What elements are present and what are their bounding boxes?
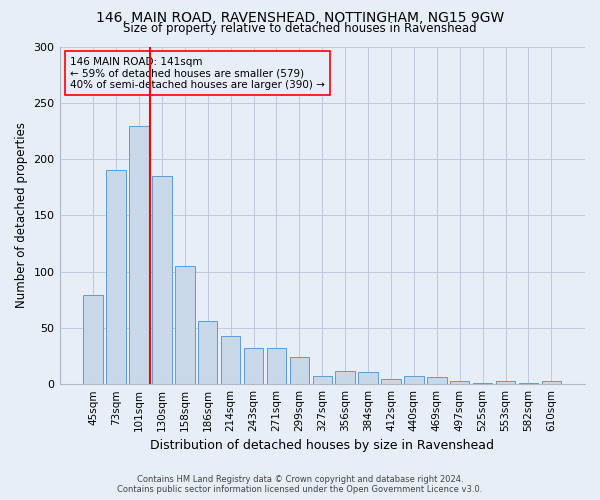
Text: 146, MAIN ROAD, RAVENSHEAD, NOTTINGHAM, NG15 9GW: 146, MAIN ROAD, RAVENSHEAD, NOTTINGHAM, … — [96, 11, 504, 25]
Text: Contains HM Land Registry data © Crown copyright and database right 2024.
Contai: Contains HM Land Registry data © Crown c… — [118, 474, 482, 494]
Bar — [313, 376, 332, 384]
Bar — [427, 378, 446, 384]
Bar — [358, 372, 378, 384]
Bar — [175, 266, 194, 384]
Bar — [542, 381, 561, 384]
Y-axis label: Number of detached properties: Number of detached properties — [15, 122, 28, 308]
Text: 146 MAIN ROAD: 141sqm
← 59% of detached houses are smaller (579)
40% of semi-det: 146 MAIN ROAD: 141sqm ← 59% of detached … — [70, 56, 325, 90]
Bar — [106, 170, 126, 384]
Bar — [83, 296, 103, 384]
Bar — [381, 378, 401, 384]
Bar — [450, 381, 469, 384]
Bar — [244, 348, 263, 384]
Bar — [290, 357, 309, 384]
Bar — [152, 176, 172, 384]
X-axis label: Distribution of detached houses by size in Ravenshead: Distribution of detached houses by size … — [150, 440, 494, 452]
Bar — [404, 376, 424, 384]
Bar — [198, 321, 217, 384]
Bar — [129, 126, 149, 384]
Bar — [496, 381, 515, 384]
Bar — [335, 370, 355, 384]
Bar — [221, 336, 241, 384]
Bar — [267, 348, 286, 384]
Bar — [519, 383, 538, 384]
Bar — [473, 383, 493, 384]
Text: Size of property relative to detached houses in Ravenshead: Size of property relative to detached ho… — [123, 22, 477, 35]
